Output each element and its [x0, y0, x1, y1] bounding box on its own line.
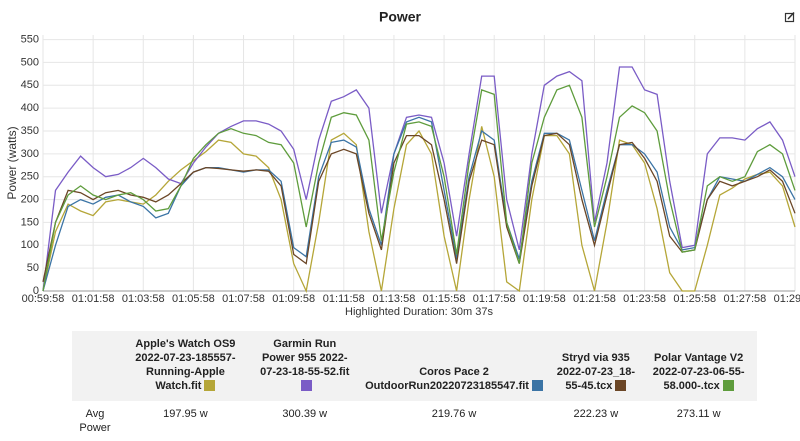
series-line — [42, 84, 796, 292]
legend-name: Garmin Run Power 955 2022-07-23-18-55-52… — [260, 338, 350, 378]
y-tick-label: 450 — [21, 79, 39, 91]
x-tick-label: 01:21:58 — [573, 293, 616, 305]
legend-name: Apple's Watch OS9 2022-07-23-185557-Runn… — [135, 338, 236, 392]
summary-value: 219.76 w — [431, 408, 477, 420]
y-tick-label: 350 — [21, 125, 39, 137]
x-tick-label: 01:07:58 — [222, 293, 265, 305]
legend-swatch — [204, 380, 216, 391]
chart: Power Power (watts) Highlighted Duration… — [5, 9, 800, 318]
x-axis-label: Highlighted Duration: 30m 37s — [345, 306, 493, 318]
edit-icon[interactable] — [784, 11, 795, 23]
x-tick-label: 01:19:58 — [523, 293, 566, 305]
legend-name: Stryd via 935 2022-07-23_18-55-45.tcx — [556, 352, 635, 392]
summary-row: Avg Power 197.95 w 300.39 w 219.76 w 222.23 … — [72, 401, 757, 441]
summary-value: 300.39 w — [282, 408, 328, 420]
x-tick-label: 01:05:58 — [172, 293, 215, 305]
y-tick-label: 0 — [33, 285, 39, 297]
y-tick-label: 550 — [21, 33, 39, 45]
legend-swatch — [722, 380, 734, 391]
edit-icon-box — [784, 12, 795, 23]
legend-entry: Apple's Watch OS9 2022-07-23-185557-Runn… — [118, 331, 253, 401]
summary-value: 197.95 w — [163, 408, 208, 420]
series-line — [42, 66, 796, 292]
summary-value: 273.11 w — [676, 408, 721, 420]
legend-entry: Stryd via 935 2022-07-23_18-55-45.tcx — [551, 331, 641, 401]
y-tick-label: 300 — [21, 148, 39, 160]
legend-swatch — [615, 380, 627, 391]
series-line — [42, 126, 796, 294]
summary-value: 222.23 w — [573, 408, 619, 420]
y-tick-label: 150 — [21, 216, 39, 228]
x-tick-label: 01:11:58 — [323, 293, 365, 305]
x-tick-label: 01:09:58 — [272, 293, 315, 305]
y-tick-label: 400 — [21, 102, 39, 114]
series-line — [42, 132, 796, 283]
x-tick-label: 01:17:58 — [473, 293, 516, 305]
legend-header-row: Apple's Watch OS9 2022-07-23-185557-Runn… — [72, 331, 757, 401]
legend-name: Coros Pace 2 OutdoorRun20220723185547.fi… — [365, 366, 529, 392]
x-tick-label: 01:27:58 — [723, 293, 766, 305]
y-tick-label: 500 — [21, 56, 39, 68]
legend-corner — [72, 331, 118, 401]
x-tick-label: 00:59:58 — [22, 293, 65, 305]
chart-title: Power — [379, 9, 422, 25]
legend-entry: Coros Pace 2 OutdoorRun20220723185547.fi… — [356, 331, 552, 401]
x-tick-label: 01:01:58 — [72, 293, 115, 305]
edit-icon-pen — [787, 11, 795, 20]
x-tick-label: 01:29:58 — [774, 293, 800, 305]
y-tick-label: 200 — [21, 193, 39, 205]
x-tick-label: 01:23:58 — [623, 293, 666, 305]
legend-entry: Garmin Run Power 955 2022-07-23-18-55-52… — [252, 331, 357, 401]
y-tick-label: 50 — [27, 262, 39, 274]
legend-swatch — [300, 380, 312, 391]
x-tick-label: 01:15:58 — [423, 293, 466, 305]
legend-entry: Polar Vantage V2 2022-07-23-06-55-58.000… — [640, 331, 757, 401]
summary-label: Avg Power — [79, 408, 111, 434]
x-tick-label: 01:25:58 — [673, 293, 716, 305]
legend-name: Polar Vantage V2 2022-07-23-06-55-58.000… — [652, 352, 745, 392]
x-tick-label: 01:13:58 — [373, 293, 416, 305]
legend-table: Apple's Watch OS9 2022-07-23-185557-Runn… — [72, 331, 757, 441]
y-tick-label: 250 — [21, 171, 39, 183]
y-axis-label: Power (watts) — [5, 126, 19, 199]
legend-swatch — [531, 380, 543, 391]
series-line — [42, 116, 796, 292]
x-tick-label: 01:03:58 — [122, 293, 165, 305]
y-tick-label: 100 — [21, 239, 39, 251]
